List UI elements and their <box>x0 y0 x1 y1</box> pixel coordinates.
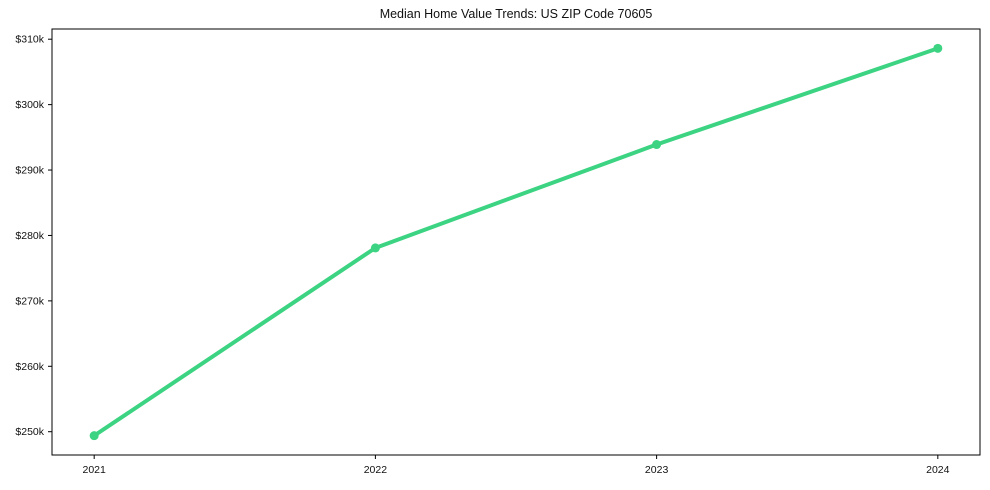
x-tick-label: 2021 <box>83 464 107 476</box>
plot-border <box>51 28 981 456</box>
x-tick-label: 2022 <box>364 464 388 476</box>
data-point-marker <box>652 140 662 150</box>
trend-line <box>92 46 940 438</box>
data-point-marker <box>89 431 99 441</box>
y-tick-label: $310k <box>15 34 44 46</box>
x-tick-label: 2024 <box>926 464 950 476</box>
y-tick-label: $290k <box>15 165 44 177</box>
y-tick-label: $260k <box>15 361 44 373</box>
x-tick-label: 2023 <box>645 464 669 476</box>
chart-title: Median Home Value Trends: US ZIP Code 70… <box>379 7 653 21</box>
y-tick-label: $280k <box>15 230 44 242</box>
data-point-marker <box>370 243 380 253</box>
y-tick-label: $250k <box>15 426 44 438</box>
y-tick-label: $270k <box>15 295 44 307</box>
y-tick-label: $300k <box>15 99 44 111</box>
data-point-marker <box>933 43 943 53</box>
